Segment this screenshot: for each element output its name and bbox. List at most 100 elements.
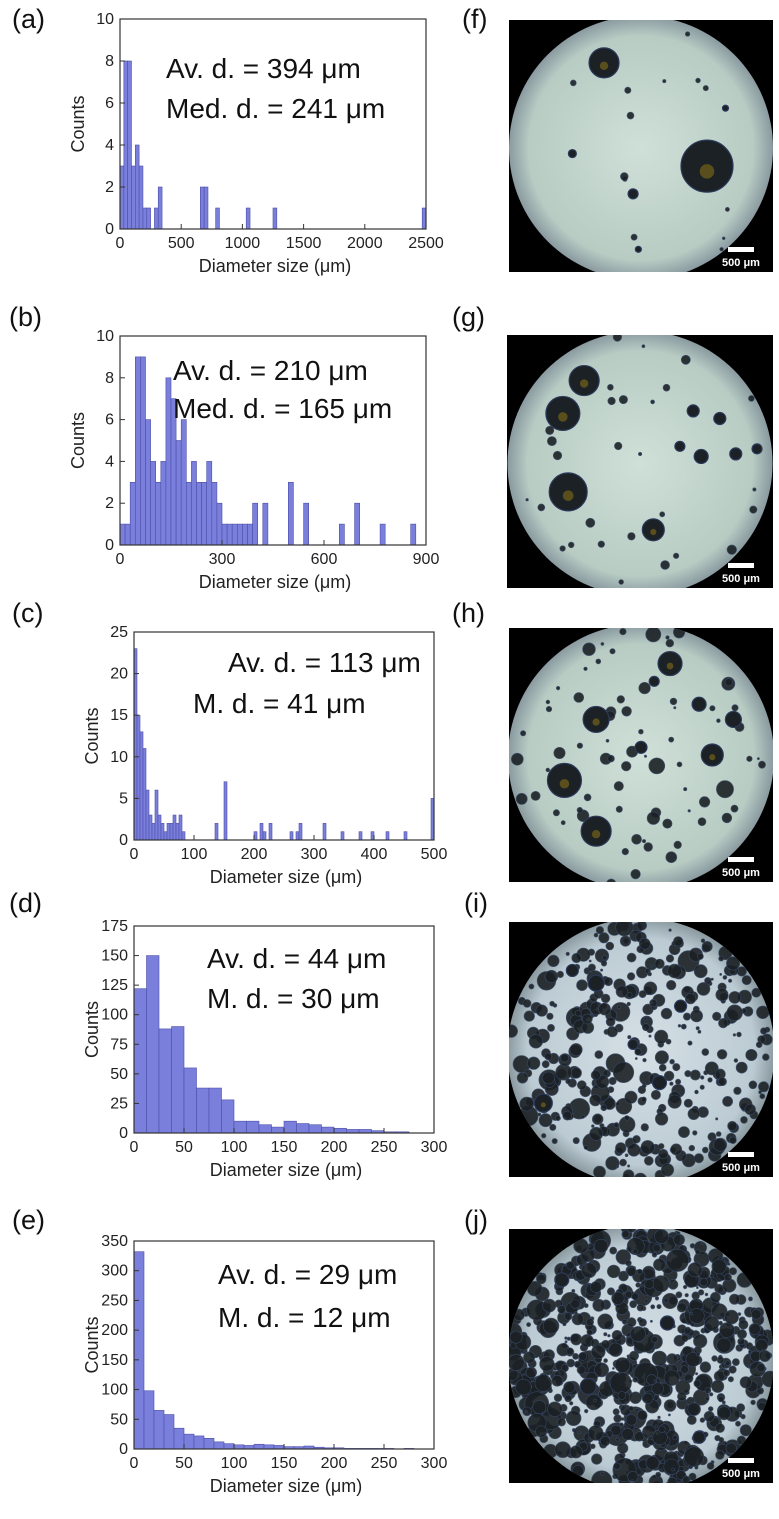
- bubble: [528, 983, 535, 990]
- bubble: [609, 1371, 632, 1394]
- bubble: [597, 1313, 614, 1330]
- bubble: [583, 1144, 589, 1150]
- y-tick-label: 350: [101, 1233, 128, 1250]
- bubble: [746, 755, 753, 762]
- bubble: [539, 1356, 555, 1372]
- bubble: [633, 1172, 648, 1177]
- bubble: [718, 955, 724, 962]
- bubble: [525, 498, 529, 502]
- bubble: [684, 1293, 689, 1298]
- bubble: [650, 1304, 656, 1310]
- bubble: [673, 1233, 685, 1246]
- x-tick-label: 0: [116, 551, 125, 568]
- median-diameter-annotation: Med. d. = 241 μm: [166, 93, 385, 124]
- bubble: [647, 971, 652, 977]
- bubble: [708, 1406, 714, 1412]
- bubble: [669, 1059, 675, 1065]
- average-diameter-annotation: Av. d. = 29 μm: [218, 1259, 397, 1290]
- histogram-bar: [143, 1390, 155, 1450]
- bubble: [699, 1417, 706, 1423]
- bubble: [748, 1323, 761, 1336]
- bubble: [676, 761, 683, 768]
- scale-bar: [728, 563, 754, 568]
- x-tick-label: 150: [271, 1139, 298, 1156]
- bubble: [612, 1408, 620, 1416]
- bubble: [695, 77, 701, 84]
- bubble: [710, 977, 714, 981]
- histogram-bar: [213, 1441, 225, 1450]
- bubble: [738, 1319, 749, 1330]
- bubble: [624, 86, 632, 94]
- scale-bar: [728, 857, 754, 862]
- bubble: [716, 780, 734, 799]
- bubble: [553, 1393, 563, 1403]
- bubble: [591, 1453, 603, 1465]
- bubble: [629, 1350, 640, 1361]
- bubble: [541, 1133, 547, 1139]
- bubble: [692, 1430, 706, 1444]
- bubble: [566, 1347, 574, 1356]
- bubble: [693, 964, 708, 979]
- bubble: [762, 1053, 770, 1061]
- bubble: [735, 1061, 748, 1074]
- bubble: [565, 1410, 582, 1426]
- bubble: [527, 1056, 541, 1070]
- bubble: [635, 1408, 640, 1413]
- bubble: [701, 1048, 710, 1056]
- bubble: [649, 964, 653, 968]
- bubble: [751, 443, 763, 455]
- bubble: [555, 1115, 561, 1121]
- bubble: [658, 1425, 666, 1433]
- bubble: [705, 1396, 710, 1401]
- bubble: [648, 757, 666, 775]
- bubble: [724, 1273, 732, 1282]
- y-axis-title: Counts: [82, 1001, 102, 1058]
- bubble: [684, 993, 697, 1005]
- y-tick-label: 50: [110, 1066, 128, 1083]
- bubble: [640, 1123, 649, 1132]
- bubble-highlight: [599, 61, 609, 71]
- y-tick-label: 10: [96, 328, 114, 345]
- bubble: [538, 1113, 553, 1128]
- bubble: [591, 1344, 606, 1360]
- bubble: [626, 952, 637, 963]
- bubble: [610, 1424, 622, 1436]
- bubble: [730, 804, 739, 813]
- bubble: [663, 1399, 677, 1412]
- bubble: [634, 245, 642, 253]
- bubble: [758, 1350, 771, 1363]
- bubble: [697, 1029, 702, 1034]
- histogram-bar: [153, 1410, 165, 1450]
- bubble: [739, 1376, 752, 1389]
- bubble: [644, 754, 648, 758]
- bubble: [704, 1061, 719, 1076]
- bubble: [605, 739, 610, 743]
- bubble: [697, 817, 707, 826]
- bubble: [567, 148, 577, 159]
- bubble: [758, 1090, 762, 1094]
- bubble: [571, 952, 582, 964]
- bubble: [660, 560, 670, 570]
- bubble: [695, 1352, 701, 1357]
- bubble: [663, 1070, 675, 1082]
- bubble-highlight: [709, 754, 716, 761]
- bubble: [719, 973, 723, 976]
- bubble: [672, 1063, 681, 1072]
- bubble: [718, 1017, 729, 1029]
- bubble-highlight: [579, 379, 589, 388]
- median-diameter-annotation: Med. d. = 165 μm: [173, 393, 392, 424]
- bubble: [728, 978, 733, 983]
- bubble: [695, 1372, 699, 1376]
- bubble: [693, 1379, 702, 1388]
- bubble: [690, 1322, 695, 1327]
- histogram-bar: [263, 1444, 275, 1450]
- bubble: [685, 31, 691, 37]
- y-tick-label: 6: [105, 412, 114, 429]
- bubble: [651, 1382, 664, 1395]
- y-tick-label: 125: [101, 977, 128, 994]
- panel-label: (f): [462, 4, 488, 34]
- bubble: [566, 1336, 571, 1341]
- bubble: [728, 1365, 737, 1374]
- bubble: [721, 104, 730, 112]
